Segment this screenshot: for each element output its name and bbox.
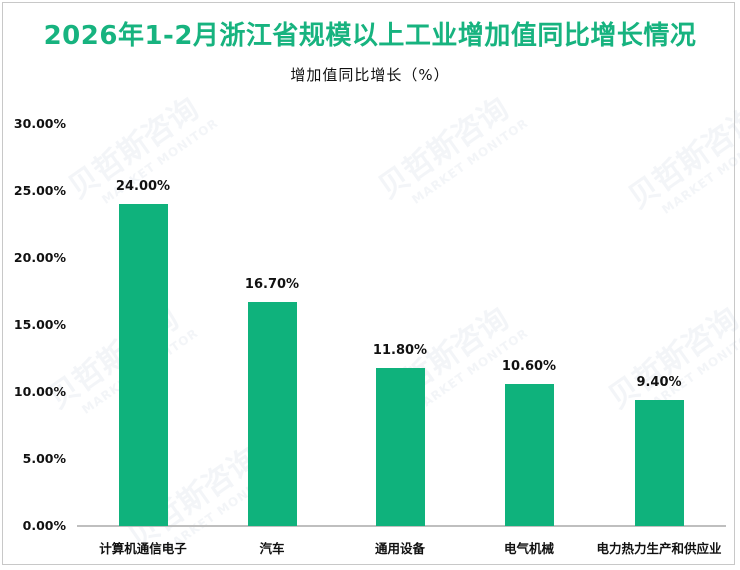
y-tick: 15.00% xyxy=(13,317,66,332)
bar xyxy=(375,367,425,526)
chart-title: 2026年1-2月浙江省规模以上工业增加值同比增长情况 xyxy=(43,21,697,51)
x-category-label: 电气机械 xyxy=(503,541,554,556)
x-axis-line xyxy=(77,525,726,527)
y-tick: 5.00% xyxy=(22,451,66,466)
x-category-label: 计算机通信电子 xyxy=(99,541,187,556)
y-tick: 20.00% xyxy=(13,250,66,265)
bar-value-label: 10.60% xyxy=(501,358,557,374)
bar-value-label: 11.80% xyxy=(372,342,428,358)
bar xyxy=(118,204,168,526)
y-tick: 25.00% xyxy=(13,183,66,198)
bar xyxy=(247,302,297,526)
chart-subtitle: 增加值同比增长（%） xyxy=(290,66,450,84)
x-category-label: 电力热力生产和供应业 xyxy=(596,541,722,556)
bar-value-label: 24.00% xyxy=(115,179,171,195)
x-category-label: 通用设备 xyxy=(374,541,425,556)
y-tick: 10.00% xyxy=(13,384,66,399)
bar-value-label: 9.40% xyxy=(636,375,682,391)
bar xyxy=(634,400,684,526)
x-category-label: 汽车 xyxy=(259,541,285,556)
y-tick: 0.00% xyxy=(22,518,66,533)
bar xyxy=(504,383,554,526)
y-tick: 30.00% xyxy=(13,116,66,131)
bar-value-label: 16.70% xyxy=(244,277,300,293)
chart-frame xyxy=(2,2,735,565)
